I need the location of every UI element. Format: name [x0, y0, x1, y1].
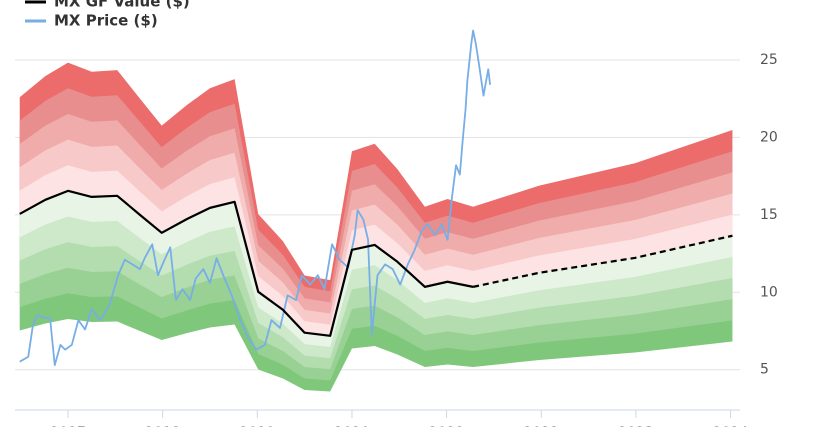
y-tick-label: 25 — [760, 52, 778, 68]
y-tick-label: 10 — [760, 284, 778, 300]
x-tick-label: 2017 — [50, 425, 86, 427]
legend-label: MX GF Value ($) — [54, 0, 190, 11]
x-tick-label: 2022 — [523, 425, 559, 427]
x-tick-label: 2019 — [239, 425, 275, 427]
series-line — [19, 189, 474, 337]
x-tick-label: 2024 — [713, 425, 749, 427]
x-tick-label: 2018 — [145, 425, 181, 427]
y-tick-label: 15 — [760, 207, 778, 223]
y-tick-label: 5 — [760, 362, 769, 378]
x-tick-label: 2020 — [334, 425, 370, 427]
gf-band — [19, 165, 733, 336]
x-tick-label: 2023 — [618, 425, 654, 427]
gf-band — [19, 190, 733, 347]
y-tick-label: 20 — [760, 129, 778, 145]
series-line — [472, 234, 733, 288]
legend-label: MX Price ($) — [54, 12, 158, 30]
series-line — [19, 29, 492, 366]
x-tick-label: 2021 — [429, 425, 465, 427]
